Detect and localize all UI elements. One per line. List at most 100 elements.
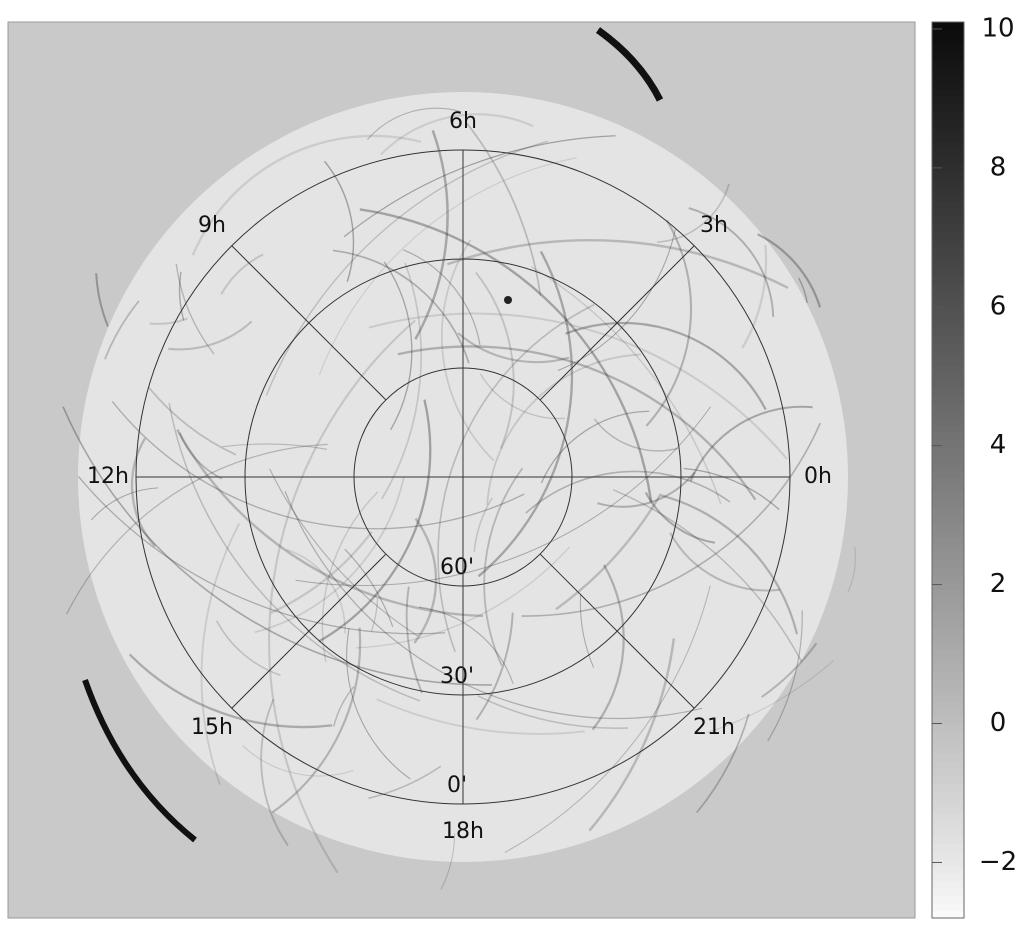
colorbar-step <box>932 582 964 590</box>
colorbar-step <box>932 664 964 672</box>
colorbar-tick-label: 2 <box>990 569 1007 599</box>
colorbar-step <box>932 97 964 105</box>
angle-tick-label: 15h <box>191 715 233 740</box>
colorbar-step <box>932 911 964 919</box>
colorbar-step <box>932 59 964 67</box>
colorbar-step <box>932 463 964 471</box>
colorbar-step <box>932 604 964 612</box>
colorbar-step <box>932 896 964 904</box>
colorbar-step <box>932 156 964 164</box>
colorbar-step <box>932 224 964 232</box>
colorbar-step <box>932 403 964 411</box>
colorbar-step <box>932 530 964 538</box>
colorbar-step <box>932 746 964 754</box>
colorbar-step <box>932 492 964 500</box>
colorbar-tick-label: 0 <box>990 708 1007 738</box>
colorbar-step <box>932 351 964 359</box>
colorbar-step <box>932 627 964 635</box>
colorbar-step <box>932 149 964 157</box>
colorbar-step <box>932 246 964 254</box>
colorbar-step <box>932 821 964 829</box>
colorbar-tick-label: −2 <box>979 847 1017 877</box>
colorbar-step <box>932 799 964 807</box>
colorbar-step <box>932 127 964 135</box>
colorbar-step <box>932 769 964 777</box>
angle-tick-label: 9h <box>198 213 226 238</box>
colorbar-step <box>932 194 964 202</box>
colorbar-step <box>932 89 964 97</box>
colorbar-step <box>932 365 964 373</box>
colorbar-step <box>932 545 964 553</box>
colorbar-step <box>932 537 964 545</box>
colorbar-step <box>932 657 964 665</box>
colorbar-step <box>932 784 964 792</box>
colorbar-step <box>932 470 964 478</box>
colorbar-step <box>932 634 964 642</box>
colorbar-step <box>932 873 964 881</box>
colorbar-step <box>932 418 964 426</box>
colorbar-step <box>932 507 964 515</box>
r-tick-label: 0' <box>447 773 467 798</box>
colorbar-step <box>932 209 964 217</box>
colorbar-step <box>932 589 964 597</box>
angle-tick-label: 3h <box>700 213 728 238</box>
colorbar-step <box>932 754 964 762</box>
colorbar-step <box>932 575 964 583</box>
angle-tick-label: 0h <box>804 464 832 489</box>
colorbar-step <box>932 82 964 90</box>
colorbar-step <box>932 836 964 844</box>
colorbar-step <box>932 253 964 261</box>
colorbar-step <box>932 268 964 276</box>
colorbar-step <box>932 186 964 194</box>
colorbar-step <box>932 410 964 418</box>
colorbar-tick-label: 4 <box>990 430 1007 460</box>
angle-tick-label: 18h <box>442 819 484 844</box>
colorbar-step <box>932 843 964 851</box>
colorbar: −2 0 2 4 6 8 10 <box>932 13 1017 918</box>
colorbar-step <box>932 761 964 769</box>
colorbar-step <box>932 500 964 508</box>
colorbar-step <box>932 336 964 344</box>
colorbar-step <box>932 642 964 650</box>
colorbar-step <box>932 261 964 269</box>
colorbar-step <box>932 134 964 142</box>
colorbar-tick-label: 10 <box>981 13 1014 43</box>
colorbar-tick-label: 6 <box>990 291 1007 321</box>
colorbar-step <box>932 440 964 448</box>
colorbar-step <box>932 619 964 627</box>
colorbar-step <box>932 806 964 814</box>
colorbar-step <box>932 201 964 209</box>
colorbar-step <box>932 739 964 747</box>
colorbar-step <box>932 321 964 329</box>
colorbar-step <box>932 731 964 739</box>
colorbar-step <box>932 560 964 568</box>
r-tick-label: 30' <box>440 664 474 689</box>
colorbar-step <box>932 672 964 680</box>
colorbar-step <box>932 380 964 388</box>
chart: 0'30'60'0h3h6h9h12h15h18h21h −20246810 <box>0 0 1029 930</box>
colorbar-step <box>932 813 964 821</box>
colorbar-step <box>932 29 964 37</box>
colorbar-step <box>932 433 964 441</box>
colorbar-step <box>932 597 964 605</box>
colorbar-step <box>932 881 964 889</box>
colorbar-step <box>932 866 964 874</box>
colorbar-step <box>932 179 964 187</box>
colorbar-step <box>932 679 964 687</box>
colorbar-step <box>932 141 964 149</box>
colorbar-step <box>932 119 964 127</box>
colorbar-step <box>932 74 964 82</box>
colorbar-step <box>932 851 964 859</box>
colorbar-step <box>932 171 964 179</box>
colorbar-tick-label: 8 <box>990 152 1007 182</box>
colorbar-step <box>932 649 964 657</box>
colorbar-step <box>932 104 964 112</box>
colorbar-step <box>932 112 964 120</box>
colorbar-step <box>932 791 964 799</box>
colorbar-step <box>932 283 964 291</box>
colorbar-step <box>932 44 964 52</box>
colorbar-step <box>932 522 964 530</box>
colorbar-step <box>932 448 964 456</box>
colorbar-step <box>932 52 964 60</box>
colorbar-step <box>932 67 964 75</box>
